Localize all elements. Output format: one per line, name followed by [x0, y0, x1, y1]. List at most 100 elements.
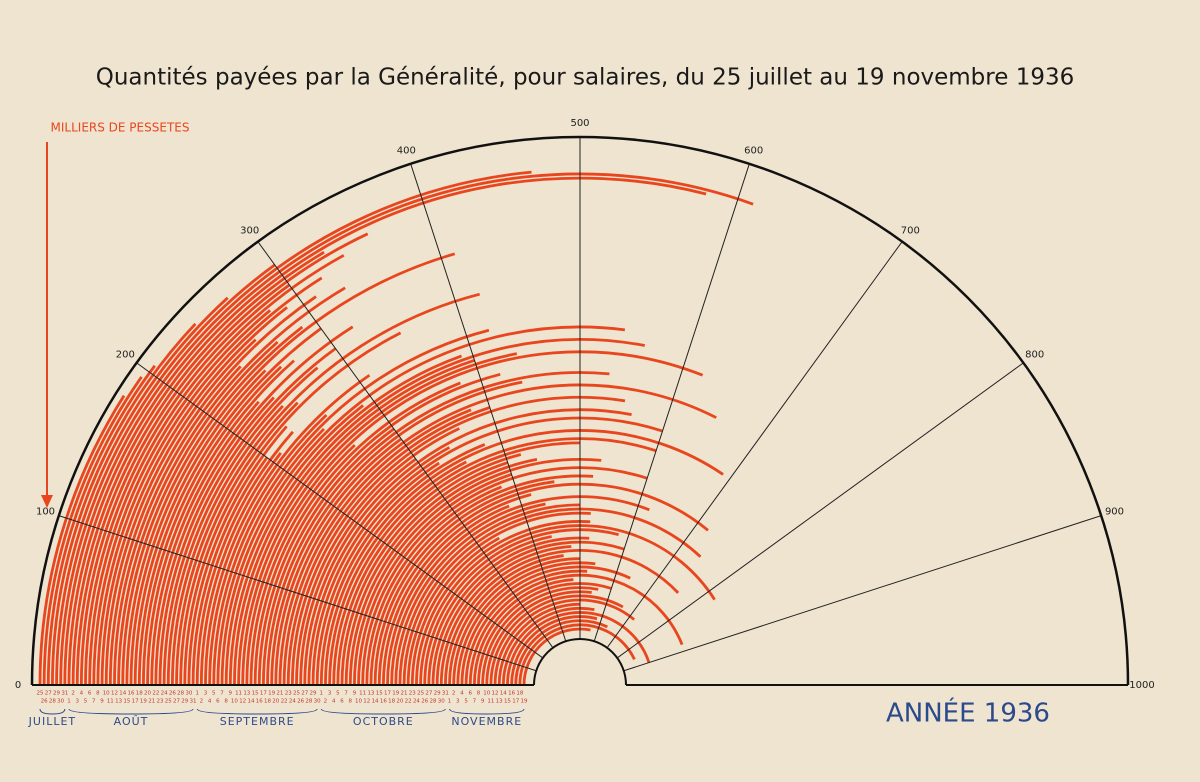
day-label: 7 — [220, 691, 224, 697]
arc-bar — [257, 372, 501, 686]
arc-bar — [175, 292, 481, 686]
arc-bar — [208, 413, 328, 686]
day-label: 29 — [181, 699, 188, 705]
month-brace — [68, 708, 194, 715]
arc-bar — [489, 594, 624, 686]
day-label: 28 — [177, 691, 184, 697]
arc-bar — [336, 441, 581, 686]
arc-bar — [38, 394, 126, 686]
day-label: 27 — [425, 691, 432, 697]
day-label: 2 — [452, 691, 456, 697]
chart-title: Quantités payées par la Généralité, pour… — [96, 65, 1074, 91]
arc-bar — [282, 408, 472, 686]
day-label: 9 — [481, 699, 485, 705]
arc-bar — [506, 611, 651, 686]
day-label: 22 — [152, 691, 159, 697]
day-label: 14 — [372, 699, 379, 705]
arc-bar — [121, 340, 279, 686]
day-label: 29 — [53, 691, 60, 697]
arc-bar — [365, 485, 503, 686]
day-label: 28 — [305, 699, 312, 705]
arc-bar — [241, 352, 518, 686]
arc-bar — [299, 457, 417, 686]
day-label: 26 — [169, 691, 176, 697]
tick-label: 800 — [1025, 350, 1044, 361]
arc-bar — [510, 615, 598, 686]
day-label: 27 — [301, 691, 308, 697]
day-label: 22 — [281, 699, 288, 705]
arc-bar — [501, 606, 595, 686]
arc-bar — [154, 325, 354, 686]
arc-bar — [481, 586, 599, 686]
day-label: 6 — [340, 699, 344, 705]
day-label: 11 — [107, 699, 114, 705]
arc-bar — [319, 443, 486, 686]
arc-bar — [485, 590, 592, 686]
day-label: 3 — [204, 691, 208, 697]
day-label: 3 — [456, 699, 460, 705]
day-label: 11 — [235, 691, 242, 697]
day-label: 17 — [260, 691, 267, 697]
day-label: 26 — [41, 699, 48, 705]
day-label: 29 — [434, 691, 441, 697]
day-label: 2 — [324, 699, 328, 705]
month-label: AOÛT — [114, 715, 149, 728]
arc-bar — [290, 395, 626, 686]
arc-bar — [166, 366, 319, 686]
day-label: 30 — [438, 699, 445, 705]
arc-bar — [295, 427, 460, 686]
day-label: 26 — [297, 699, 304, 705]
day-label: 7 — [473, 699, 477, 705]
day-label: 17 — [512, 699, 519, 705]
day-label: 16 — [508, 691, 515, 697]
arc-bar — [497, 602, 581, 686]
day-label: 12 — [363, 699, 370, 705]
arc-bar — [137, 327, 322, 686]
arc-bar — [96, 276, 323, 686]
spoke — [257, 241, 554, 649]
day-label: 31 — [442, 691, 449, 697]
arc-bar — [369, 474, 594, 686]
arc-bar — [315, 461, 440, 686]
arc-bar — [84, 283, 291, 686]
day-label: 1 — [448, 699, 452, 705]
arc-bar — [133, 369, 267, 686]
day-label: 6 — [468, 691, 472, 697]
arc-bar — [373, 480, 555, 686]
month-brace — [196, 708, 318, 715]
spoke — [616, 362, 1024, 659]
day-label: 21 — [401, 691, 408, 697]
arc-bar — [79, 232, 369, 686]
arc-bar — [204, 374, 371, 686]
arc-bar — [431, 536, 590, 686]
day-label: 10 — [231, 699, 238, 705]
arc-bar — [67, 172, 754, 686]
axis-label: MILLIERS DE PESSETES — [51, 121, 190, 135]
day-label: 15 — [376, 691, 383, 697]
arc-bar — [108, 295, 317, 686]
day-label: 6 — [88, 691, 92, 697]
day-label: 10 — [103, 691, 110, 697]
day-label: 18 — [264, 699, 271, 705]
arc-bar — [216, 427, 325, 686]
day-label: 27 — [173, 699, 180, 705]
day-label: 7 — [344, 691, 348, 697]
day-label: 19 — [140, 699, 147, 705]
day-label: 12 — [492, 691, 499, 697]
arc-bar — [464, 569, 588, 686]
day-label: 18 — [136, 691, 143, 697]
day-label: 13 — [115, 699, 122, 705]
arc-bar — [439, 545, 572, 686]
arc-bar — [261, 427, 395, 686]
day-label: 5 — [464, 699, 468, 705]
day-label: 25 — [37, 691, 44, 697]
spoke — [410, 163, 567, 642]
arc-bar — [75, 251, 325, 686]
arc-bar — [179, 401, 299, 686]
arc-bar — [245, 350, 704, 686]
arc-bar — [212, 328, 490, 686]
day-label: 6 — [216, 699, 220, 705]
arc-bar — [233, 338, 646, 686]
arc-bar — [410, 536, 500, 686]
